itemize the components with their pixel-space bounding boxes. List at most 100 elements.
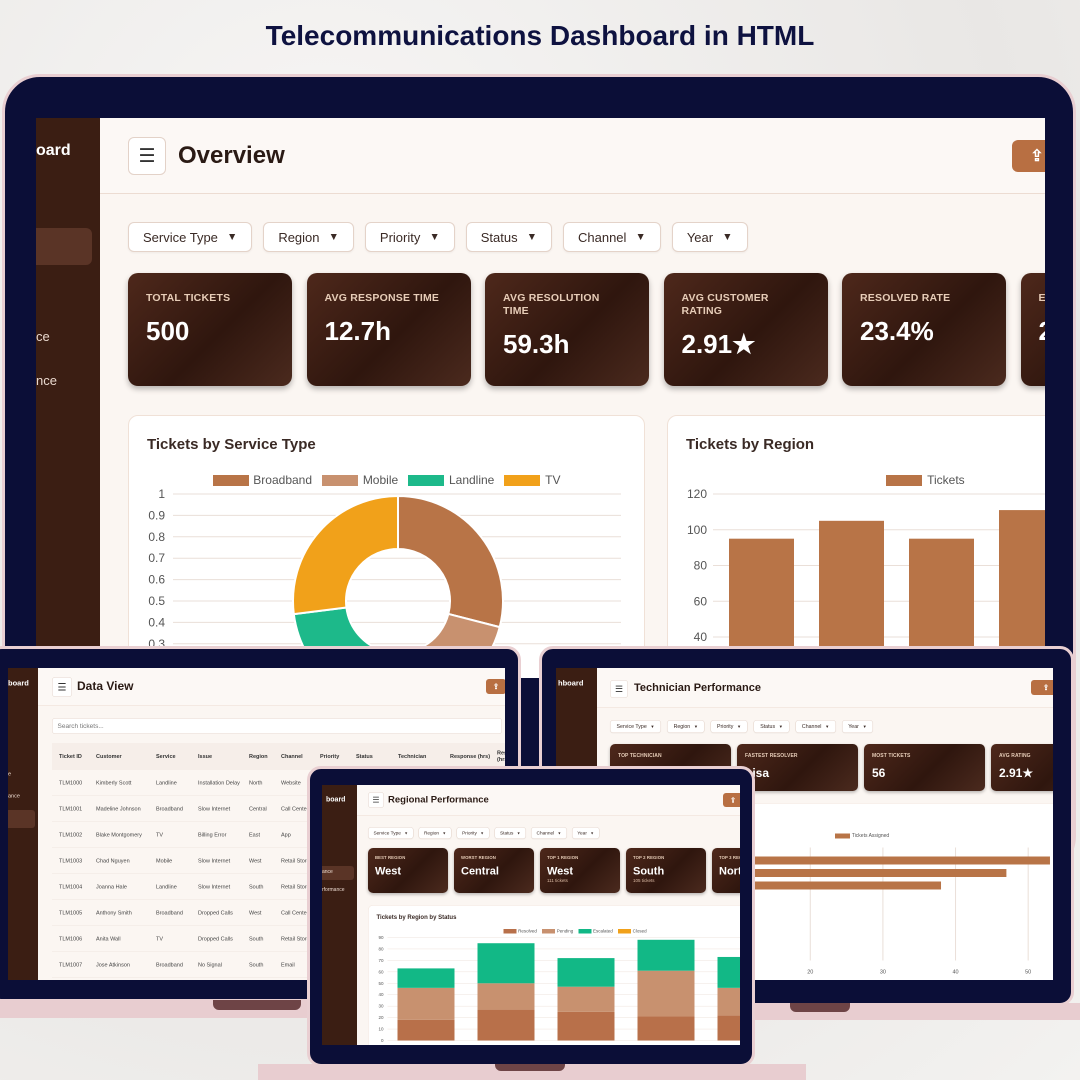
filter-label: Status — [480, 229, 518, 245]
table-cell: Landline — [156, 883, 177, 890]
x-tick-label: 30 — [880, 970, 886, 976]
legend-label: Resolved — [518, 928, 537, 934]
filter-dropdown[interactable]: Status ▼ — [465, 222, 552, 252]
filter-bar: Service Type ▼ Region ▼ Priority ▼ Status ▼ Chan… — [368, 827, 600, 839]
kpi-value: South — [633, 864, 665, 877]
filter-label: Channel — [801, 723, 822, 730]
dropdown-arrow: ▼ — [862, 724, 867, 729]
table-cell: Kimberly Scott — [96, 779, 132, 786]
legend-item: TV — [504, 473, 560, 487]
legend-item: Landline — [408, 473, 494, 487]
y-tick-label: 120 — [687, 487, 707, 501]
laptop-base — [258, 1064, 806, 1080]
dropdown-arrow: ▼ — [516, 830, 521, 836]
legend-item: Escalated — [578, 929, 613, 934]
table-cell: Central — [249, 805, 267, 812]
filter-dropdown[interactable]: Year ▼ — [671, 222, 748, 252]
sidebar-item: ce — [36, 329, 50, 344]
legend-swatch — [541, 928, 555, 934]
kpi-label: TOP 3 REGION — [719, 855, 740, 860]
kpi-value: 2 — [1039, 316, 1046, 347]
kpi-label: WORST REGION — [461, 855, 496, 860]
kpi-value: 2.91★ — [681, 329, 756, 360]
filter-dropdown[interactable]: Priority ▼ — [456, 827, 490, 839]
filter-dropdown[interactable]: Region ▼ — [263, 222, 354, 252]
legend: Resolved Pending Escalated Closed — [369, 929, 741, 934]
table-cell: TV — [156, 831, 164, 838]
bar-segment — [477, 943, 535, 984]
legend-item: Tickets — [886, 473, 965, 487]
legend-item: Tickets Assigned — [834, 833, 889, 839]
kpi-subtext: 111 tickets — [547, 877, 568, 883]
legend-label: Broadband — [253, 473, 313, 487]
kpi-label: TOTAL TICKETS — [146, 292, 231, 304]
legend-label: Escalated — [593, 928, 613, 934]
legend-swatch — [504, 474, 541, 486]
filter-dropdown[interactable]: Service Type ▼ — [610, 720, 662, 733]
legend-item: Pending — [541, 928, 573, 934]
bar-segment — [557, 1011, 615, 1041]
kpi-value: 12.7h — [324, 316, 392, 347]
filter-dropdown[interactable]: Year ▼ — [571, 827, 600, 839]
table-cell: TLM1007 — [59, 961, 83, 968]
overview-screen: oard ce nce ☰ Overview ⇪ Service Type ▼ Region ▼ P… — [36, 118, 1045, 678]
kpi-card: TOP 3 REGION North — [712, 848, 740, 893]
filter-dropdown[interactable]: Channel ▼ — [795, 720, 836, 733]
export-button[interactable]: ⇪ — [486, 679, 505, 694]
chart-title: Tickets by Region — [686, 436, 815, 453]
export-button[interactable]: ⇪ — [1012, 140, 1045, 172]
table-cell: Dropped Calls — [198, 935, 233, 942]
kpi-value: 56 — [872, 766, 886, 780]
table-row — [52, 952, 505, 978]
filter-dropdown[interactable]: Channel ▼ — [563, 222, 661, 252]
table-cell: Broadband — [156, 805, 183, 812]
table-cell: Madeline Johnson — [96, 805, 141, 812]
y-tick-label: 0.6 — [148, 573, 165, 587]
column-header: Ticket ID — [59, 753, 82, 760]
bar-segment — [717, 987, 740, 1016]
table-header-row — [52, 743, 505, 770]
table-cell: Jose Atkinson — [96, 961, 130, 968]
sidebar-item: nce — [36, 373, 57, 388]
filter-dropdown[interactable]: Service Type ▼ — [128, 222, 253, 252]
dropdown-arrow: ▼ — [227, 231, 238, 243]
chart-plot: 10.90.80.70.60.50.40.3 — [148, 487, 621, 678]
legend-swatch — [503, 928, 517, 934]
regional-screen: board ance rformance ☰ Regional Performance ⇪… — [322, 785, 740, 1045]
table-cell: Slow Internet — [198, 857, 231, 864]
legend-item: Broadband — [212, 473, 313, 487]
legend-label: Landline — [448, 473, 495, 487]
menu-button[interactable]: ☰ — [610, 680, 628, 698]
filter-dropdown[interactable]: Priority ▼ — [710, 720, 748, 733]
dropdown-arrow: ▼ — [635, 231, 646, 243]
sidebar-item: ance — [8, 793, 20, 799]
table-cell: Retail Store — [281, 883, 310, 890]
filter-dropdown[interactable]: Status ▼ — [753, 720, 790, 733]
menu-button[interactable]: ☰ — [52, 677, 72, 697]
donut-slice — [397, 494, 504, 629]
search-input[interactable]: Search tickets... — [52, 718, 502, 734]
filter-dropdown[interactable]: Priority ▼ — [364, 222, 455, 252]
filter-dropdown[interactable]: Status ▼ — [494, 827, 527, 839]
filter-dropdown[interactable]: Channel ▼ — [531, 827, 567, 839]
sidebar-active — [8, 810, 35, 828]
menu-button[interactable]: ☰ — [128, 137, 166, 175]
table-cell: Slow Internet — [198, 883, 231, 890]
table-cell: Mobile — [156, 857, 173, 864]
chart-plot: 20 30 40 50 — [665, 847, 1050, 976]
y-tick-label: 60 — [694, 594, 708, 608]
sidebar-active — [36, 228, 92, 265]
menu-button[interactable]: ☰ — [368, 792, 384, 808]
export-button[interactable]: ⇪ — [723, 793, 740, 807]
kpi-label: AVG RESPONSE TIME — [324, 292, 440, 304]
filter-dropdown[interactable]: Region ▼ — [418, 827, 452, 839]
table-row — [52, 900, 505, 926]
filter-dropdown[interactable]: Region ▼ — [667, 720, 705, 733]
y-tick-label: 50 — [378, 981, 384, 986]
filter-dropdown[interactable]: Year ▼ — [841, 720, 874, 733]
export-button[interactable]: ⇪ — [1031, 680, 1053, 695]
kpi-value: 2.91★ — [999, 766, 1034, 780]
table-cell: North — [249, 779, 263, 786]
filter-dropdown[interactable]: Service Type ▼ — [368, 827, 414, 839]
table-cell: TLM1006 — [59, 935, 83, 942]
